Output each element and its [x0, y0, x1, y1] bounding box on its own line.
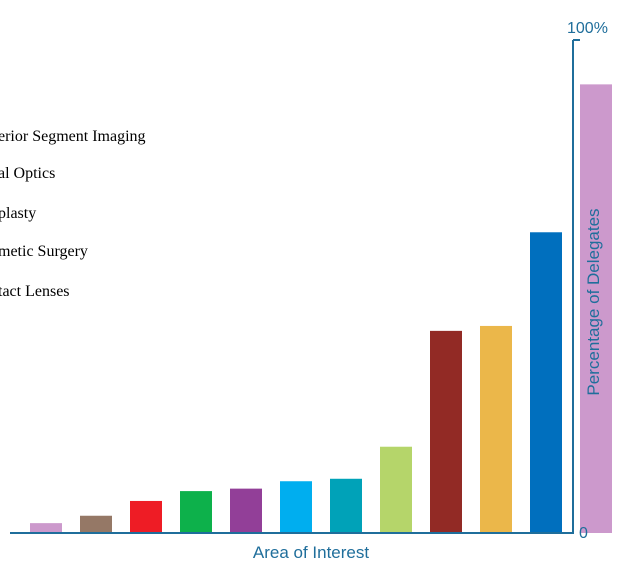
legend-item-4: metic Surgery	[0, 243, 88, 260]
bar-1	[30, 523, 62, 533]
legend: erior Segment Imaging al Optics plasty m…	[0, 128, 146, 300]
x-axis-title: Area of Interest	[253, 543, 370, 562]
bar-12	[580, 84, 612, 534]
y-axis-title: Percentage of Delegates	[584, 208, 603, 395]
bar-6	[280, 481, 312, 533]
bar-3	[130, 500, 162, 533]
bar-7	[330, 478, 362, 533]
bar-11	[530, 232, 562, 533]
bar-2	[80, 515, 112, 533]
bar-8	[380, 446, 412, 533]
y-tick-label-100: 100%	[567, 20, 608, 37]
legend-item-3: plasty	[0, 205, 36, 222]
bar-10	[480, 325, 512, 533]
bar-4	[180, 491, 212, 533]
bar-5	[230, 488, 262, 533]
bars-group	[30, 84, 612, 534]
legend-item-2: al Optics	[0, 165, 55, 182]
legend-item-1: erior Segment Imaging	[0, 128, 146, 145]
y-tick-label-0: 0	[579, 525, 588, 542]
legend-item-5: tact Lenses	[0, 283, 70, 300]
bar-9	[430, 330, 462, 533]
